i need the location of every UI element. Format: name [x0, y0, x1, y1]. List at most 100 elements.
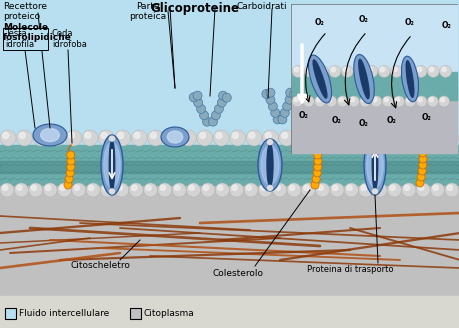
- Circle shape: [273, 115, 281, 124]
- Circle shape: [344, 130, 359, 146]
- Circle shape: [109, 136, 114, 141]
- Circle shape: [265, 95, 274, 104]
- Circle shape: [67, 163, 75, 171]
- Circle shape: [215, 183, 229, 197]
- Circle shape: [196, 130, 213, 146]
- Circle shape: [109, 189, 114, 194]
- Circle shape: [383, 97, 387, 102]
- Circle shape: [243, 183, 257, 197]
- Circle shape: [355, 67, 359, 72]
- Circle shape: [430, 183, 443, 197]
- Circle shape: [14, 183, 28, 197]
- Text: O₂: O₂: [298, 112, 308, 120]
- Circle shape: [367, 67, 372, 72]
- Circle shape: [297, 133, 303, 138]
- Circle shape: [3, 133, 9, 138]
- Text: Carboidrati: Carboidrati: [236, 2, 287, 11]
- Circle shape: [291, 96, 302, 107]
- Circle shape: [372, 183, 386, 197]
- Circle shape: [349, 97, 353, 102]
- Bar: [130, 308, 141, 319]
- Circle shape: [365, 65, 377, 77]
- Circle shape: [316, 97, 320, 102]
- Circle shape: [98, 130, 114, 146]
- Circle shape: [311, 130, 327, 146]
- Circle shape: [347, 96, 358, 107]
- Circle shape: [267, 140, 272, 145]
- Circle shape: [286, 183, 300, 197]
- Circle shape: [217, 98, 226, 107]
- Circle shape: [315, 183, 329, 197]
- Circle shape: [229, 130, 245, 146]
- Circle shape: [409, 130, 425, 146]
- Ellipse shape: [40, 128, 59, 142]
- Circle shape: [82, 130, 98, 146]
- Ellipse shape: [313, 60, 326, 98]
- Ellipse shape: [109, 140, 114, 190]
- Circle shape: [193, 98, 202, 107]
- Text: Glicoproteine: Glicoproteine: [150, 2, 239, 15]
- Circle shape: [381, 96, 392, 107]
- Circle shape: [17, 130, 32, 146]
- Circle shape: [375, 185, 380, 191]
- Circle shape: [229, 183, 243, 197]
- Circle shape: [86, 183, 100, 197]
- Ellipse shape: [308, 55, 331, 103]
- Circle shape: [347, 133, 353, 138]
- Circle shape: [33, 130, 49, 146]
- Circle shape: [186, 183, 200, 197]
- Circle shape: [393, 130, 409, 146]
- Circle shape: [285, 95, 293, 104]
- Circle shape: [213, 130, 229, 146]
- Circle shape: [372, 97, 376, 102]
- Circle shape: [43, 183, 57, 197]
- Text: Colesterolo: Colesterolo: [212, 269, 263, 277]
- Text: Parte
proteica: Parte proteica: [129, 2, 166, 21]
- Text: Molecole
fosfolipidiche: Molecole fosfolipidiche: [3, 23, 72, 42]
- Text: Recettore
proteico: Recettore proteico: [3, 2, 47, 21]
- Circle shape: [392, 67, 396, 72]
- Circle shape: [353, 65, 365, 77]
- Circle shape: [325, 96, 336, 107]
- Circle shape: [180, 130, 196, 146]
- Circle shape: [131, 130, 147, 146]
- Circle shape: [336, 96, 347, 107]
- Circle shape: [370, 96, 381, 107]
- Circle shape: [389, 185, 394, 191]
- Circle shape: [293, 67, 298, 72]
- Circle shape: [261, 90, 270, 98]
- Circle shape: [166, 133, 173, 138]
- Circle shape: [415, 96, 426, 107]
- Circle shape: [372, 189, 377, 194]
- Bar: [5, 308, 16, 319]
- Circle shape: [437, 96, 448, 107]
- Circle shape: [327, 97, 331, 102]
- Bar: [0, 161, 459, 173]
- Circle shape: [265, 88, 274, 97]
- Circle shape: [172, 183, 186, 197]
- Circle shape: [35, 133, 41, 138]
- Circle shape: [417, 167, 425, 175]
- Circle shape: [202, 117, 211, 126]
- Circle shape: [301, 183, 315, 197]
- Ellipse shape: [257, 139, 281, 191]
- Circle shape: [218, 91, 227, 100]
- Circle shape: [246, 130, 262, 146]
- Circle shape: [0, 183, 14, 197]
- Circle shape: [363, 133, 369, 138]
- Circle shape: [303, 185, 308, 191]
- Circle shape: [100, 183, 114, 197]
- Ellipse shape: [266, 144, 272, 186]
- Text: O₂: O₂: [404, 18, 414, 27]
- Text: O₂: O₂: [331, 116, 341, 125]
- Circle shape: [372, 136, 377, 141]
- Circle shape: [412, 133, 418, 138]
- Circle shape: [406, 97, 410, 102]
- Circle shape: [277, 115, 286, 124]
- Circle shape: [377, 65, 389, 77]
- Ellipse shape: [104, 142, 120, 188]
- Circle shape: [386, 183, 401, 197]
- Circle shape: [332, 185, 337, 191]
- Circle shape: [248, 133, 254, 138]
- Circle shape: [403, 185, 409, 191]
